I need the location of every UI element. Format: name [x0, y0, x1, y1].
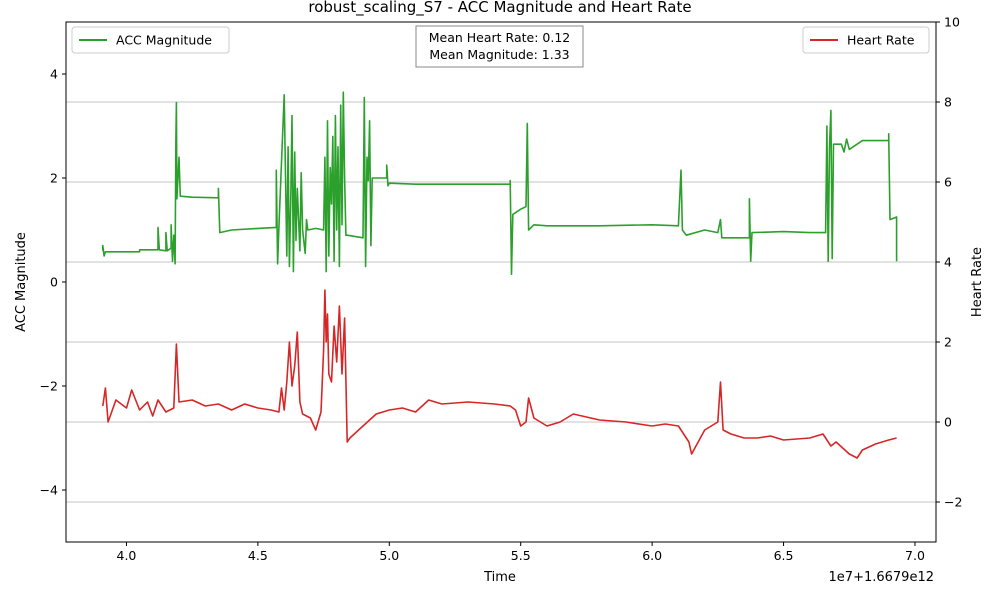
legend-acc-box	[71, 26, 230, 54]
stats-mean-magnitude: Mean Magnitude: 1.33	[429, 47, 569, 62]
left-y-tick-label: −4	[40, 483, 58, 498]
left-y-tick-label: −2	[40, 379, 58, 394]
stats-box	[415, 25, 584, 68]
x-tick-label: 5.0	[379, 548, 399, 563]
stats-annotation: Mean Heart Rate: 0.12 Mean Magnitude: 1.…	[415, 25, 584, 68]
legend-acc-label: ACC Magnitude	[116, 33, 212, 48]
x-axis-label: Time	[483, 570, 516, 585]
chart-title: robust_scaling_S7 - ACC Magnitude and He…	[308, 0, 691, 17]
legend-acc: ACC Magnitude	[71, 26, 230, 54]
right-y-tick-label: −2	[944, 495, 962, 510]
left-y-tick-label: 2	[50, 171, 58, 186]
x-axis-ticks: 4.0 4.5 5.0 5.5 6.0 6.5 7.0	[117, 542, 925, 563]
stats-mean-heart-rate: Mean Heart Rate: 0.12	[429, 30, 570, 45]
right-y-axis-ticks: −2 0 2 4 6 8 10	[936, 15, 962, 510]
acc-magnitude-line	[102, 91, 898, 276]
acc-magnitude-series	[102, 91, 898, 276]
x-tick-label: 7.0	[905, 548, 925, 563]
x-tick-label: 4.0	[117, 548, 137, 563]
right-y-tick-label: 2	[944, 335, 952, 350]
legend-hr-box	[802, 26, 930, 54]
legend-hr-label: Heart Rate	[847, 33, 915, 48]
right-y-axis-label: Heart Rate	[970, 247, 985, 317]
x-tick-label: 5.5	[511, 548, 531, 563]
grid-lines	[66, 101, 936, 503]
x-tick-label: 4.5	[248, 548, 268, 563]
right-y-tick-label: 8	[944, 95, 952, 110]
left-y-tick-label: 0	[50, 275, 58, 290]
left-y-axis-ticks: −4 −2 0 2 4	[40, 67, 66, 498]
x-tick-label: 6.0	[642, 548, 662, 563]
right-y-tick-label: 6	[944, 175, 952, 190]
right-y-tick-label: 10	[944, 15, 960, 30]
heart-rate-series	[102, 289, 897, 459]
left-y-axis-label: ACC Magnitude	[14, 232, 29, 332]
x-tick-label: 6.5	[774, 548, 794, 563]
legend-heart-rate: Heart Rate	[802, 26, 930, 54]
right-y-tick-label: 4	[944, 255, 952, 270]
left-y-tick-label: 4	[50, 67, 58, 82]
right-y-tick-label: 0	[944, 415, 952, 430]
x-axis-offset-label: 1e7+1.6679e12	[829, 570, 934, 585]
heart-rate-line	[102, 289, 897, 459]
